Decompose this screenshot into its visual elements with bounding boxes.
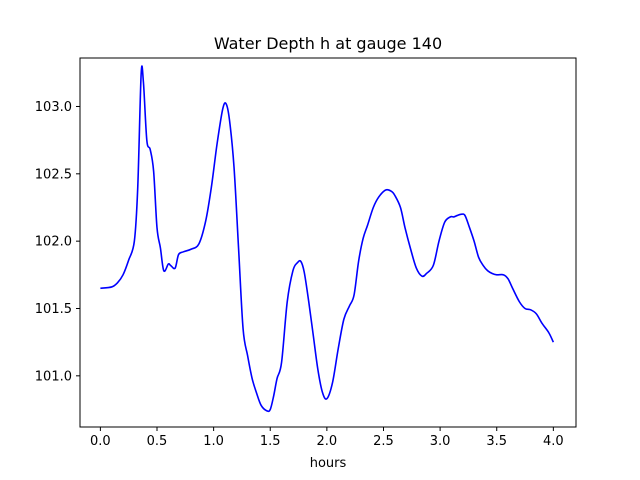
x-tick-label: 3.0: [430, 434, 451, 449]
x-tick-label: 2.0: [317, 434, 338, 449]
y-tick-label: 101.5: [35, 302, 72, 317]
x-tick-label: 1.5: [260, 434, 281, 449]
x-tick-label: 3.5: [486, 434, 507, 449]
chart-title: Water Depth h at gauge 140: [214, 34, 442, 53]
x-tick-label: 0.5: [147, 434, 168, 449]
x-tick-label: 1.0: [203, 434, 224, 449]
y-tick-label: 101.0: [35, 369, 72, 384]
plot-frame: [79, 57, 577, 428]
y-tick-label: 102.5: [35, 167, 72, 182]
x-tick-label: 2.5: [373, 434, 394, 449]
y-tick-label: 102.0: [35, 235, 72, 250]
plot-line-layer: [100, 65, 555, 413]
x-axis-ticks: 0.0 0.5 1.0 1.5 2.0 2.5 3.0 3.5 4.0: [90, 427, 564, 449]
x-axis-label: hours: [310, 456, 347, 471]
x-tick-label: 0.0: [90, 434, 111, 449]
y-tick-label: 103.0: [35, 100, 72, 115]
y-axis-ticks: 101.0 101.5 102.0 102.5 103.0: [35, 100, 80, 384]
series-line-0: [100, 65, 555, 413]
x-tick-label: 4.0: [543, 434, 564, 449]
